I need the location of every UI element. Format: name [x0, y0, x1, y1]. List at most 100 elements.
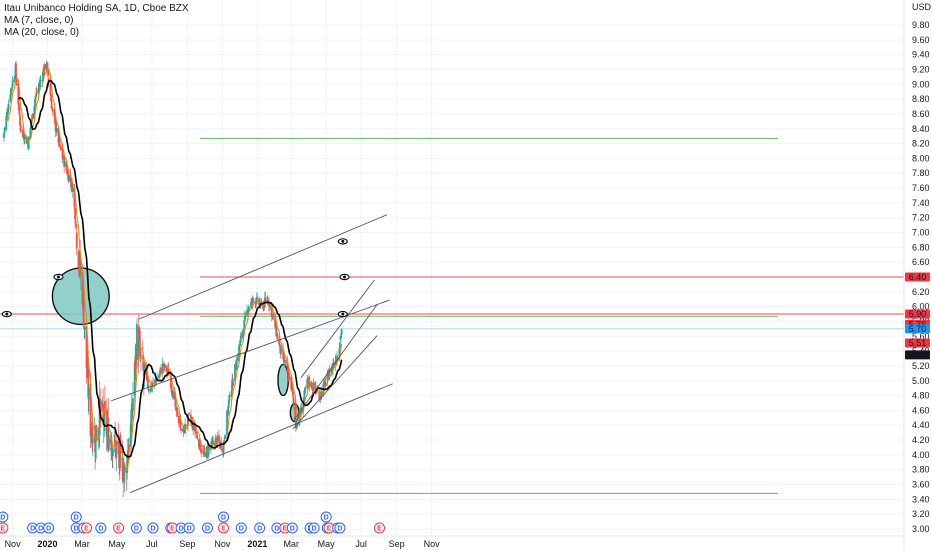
candle-body	[38, 84, 41, 88]
candle-body	[243, 316, 246, 321]
dividend-badge[interactable]: D	[0, 511, 9, 523]
candle-body	[74, 220, 77, 227]
candle-body	[160, 368, 162, 374]
svg-text:D: D	[290, 526, 295, 533]
candle-body	[220, 442, 223, 450]
candle-body	[189, 414, 192, 422]
candle-body	[284, 360, 287, 362]
trend-line[interactable]	[129, 383, 393, 494]
time-tick-label: Sep	[389, 539, 405, 549]
dividend-badge[interactable]: D	[286, 522, 298, 534]
candle-body	[218, 435, 220, 442]
candle-body	[152, 382, 154, 385]
time-tick-label: Nov	[5, 539, 22, 549]
earnings-badge[interactable]: E	[81, 522, 93, 534]
candle-body	[73, 188, 76, 208]
candle-body	[278, 343, 281, 347]
candle-body	[338, 348, 341, 360]
dividend-badge[interactable]: D	[320, 511, 332, 523]
eye-icon[interactable]	[53, 273, 64, 281]
trend-line[interactable]	[300, 279, 375, 379]
svg-text:D: D	[38, 526, 43, 533]
price-tick-label: 3.60	[912, 480, 930, 490]
candle-body	[173, 391, 176, 400]
price-tick-label: 7.00	[912, 228, 930, 238]
trend-line[interactable]	[293, 304, 378, 421]
price-label-box	[905, 324, 930, 334]
candle-body	[177, 415, 180, 424]
dividend-badge[interactable]: D	[254, 522, 266, 534]
trend-line[interactable]	[138, 214, 388, 320]
svg-text:D: D	[221, 515, 226, 522]
dividend-badge[interactable]: D	[218, 511, 230, 523]
candle-body	[170, 385, 173, 389]
time-axis[interactable]: Nov 2020 Mar May Jul Sep Nov 2021 Mar May Jul Sep No…	[5, 539, 441, 549]
dividend-badge[interactable]: D	[70, 511, 82, 523]
alert-markers[interactable]	[1, 238, 350, 318]
dividend-badge[interactable]: D	[334, 522, 346, 534]
price-tick-label: 7.20	[912, 213, 930, 223]
candle-body	[105, 410, 108, 435]
candle-body	[63, 160, 66, 167]
dividend-badge[interactable]: D	[43, 522, 55, 534]
dividend-badge[interactable]: D	[235, 522, 247, 534]
candle-body	[26, 140, 28, 143]
earnings-badge[interactable]: E	[113, 522, 125, 534]
candle-body	[122, 471, 125, 481]
candle-body	[306, 379, 309, 388]
price-label-text: 5.70	[909, 324, 927, 334]
candle-body	[131, 409, 134, 414]
candle-body	[227, 400, 230, 409]
candle-body	[39, 80, 42, 82]
dividend-badge[interactable]: D	[183, 522, 195, 534]
candle-body	[332, 362, 335, 366]
price-label-text: 5.90	[909, 309, 927, 319]
candle-body	[181, 428, 184, 431]
event-markers[interactable]: DEDDDDDDEDEDDDEDDDDEDDDEDDDDDEDDE	[0, 511, 385, 534]
svg-text:E: E	[116, 526, 121, 533]
eye-icon[interactable]	[337, 310, 348, 318]
dividend-badge[interactable]: D	[175, 522, 187, 534]
trend-line[interactable]	[292, 335, 378, 430]
dividend-badge[interactable]: D	[147, 522, 159, 534]
trend-lines[interactable]	[111, 214, 393, 494]
candle-body	[256, 296, 259, 298]
candle-body	[270, 305, 273, 310]
candle-body	[206, 445, 209, 448]
candle-body	[279, 347, 282, 355]
horizontal-levels[interactable]	[0, 137, 904, 494]
candle-body	[171, 390, 173, 394]
dividend-badge[interactable]: D	[308, 522, 320, 534]
candle-body	[192, 422, 195, 431]
eye-icon[interactable]	[1, 310, 12, 318]
earnings-badge[interactable]: E	[218, 522, 230, 534]
candle-body	[248, 307, 251, 309]
candle-body	[55, 131, 58, 133]
svg-text:D: D	[74, 526, 79, 533]
eye-icon[interactable]	[339, 273, 350, 281]
candle-body	[303, 390, 306, 399]
dividend-badge[interactable]: D	[95, 522, 107, 534]
svg-text:E: E	[84, 526, 89, 533]
dividend-badge[interactable]: D	[130, 522, 142, 534]
candle-body	[254, 301, 257, 304]
candle-body	[203, 447, 206, 451]
candle-body	[340, 329, 343, 335]
candle-body	[283, 360, 286, 363]
candle-body	[207, 446, 210, 456]
ellipse-shape[interactable]	[277, 363, 290, 397]
candle-body	[87, 387, 90, 400]
dividend-badge[interactable]: D	[201, 522, 213, 534]
candle-body	[196, 434, 199, 439]
candle-body	[238, 345, 241, 347]
earnings-badge[interactable]: E	[0, 522, 9, 534]
svg-text:D: D	[98, 526, 103, 533]
candle-body	[3, 127, 6, 134]
candle-body	[339, 342, 341, 348]
candle-body	[141, 356, 144, 360]
earnings-badge[interactable]: E	[373, 522, 385, 534]
eye-icon[interactable]	[337, 238, 348, 245]
candle-body	[71, 186, 74, 192]
candle-body	[211, 441, 213, 443]
